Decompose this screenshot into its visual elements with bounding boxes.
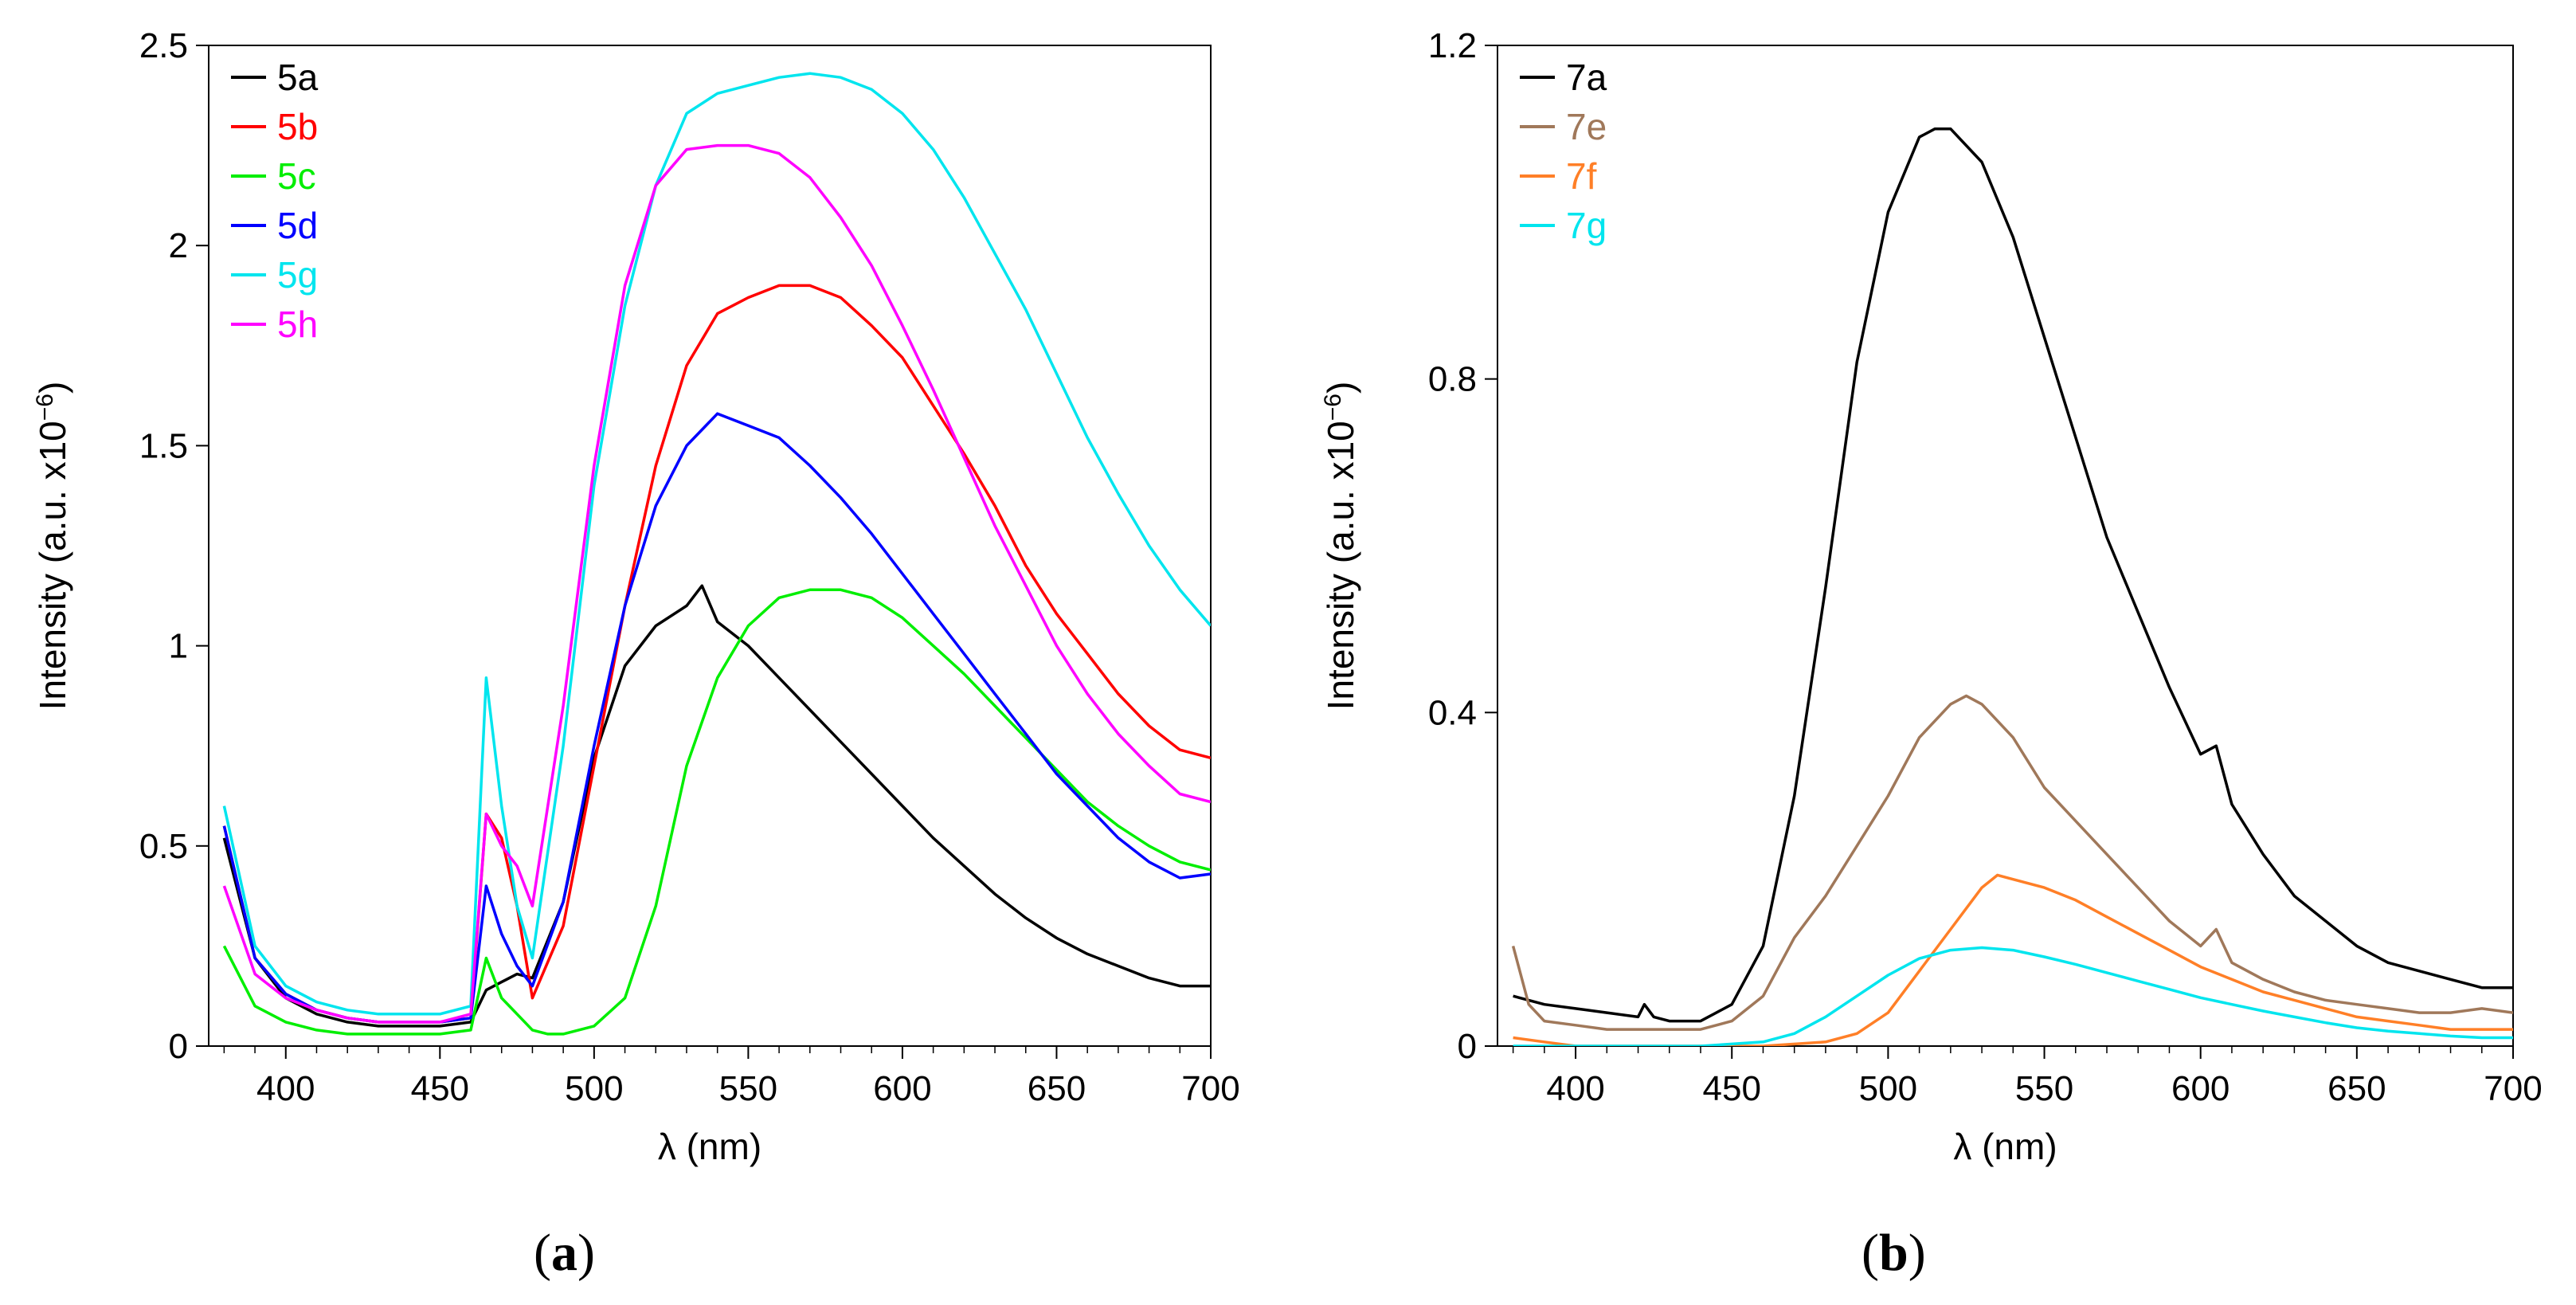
y-tick-label-b-3: 1.2 — [1428, 26, 1477, 65]
x-tick-label-b-600: 600 — [2171, 1069, 2230, 1108]
series-line-5h — [222, 143, 1211, 1024]
legend-label-5c: 5c — [277, 155, 316, 197]
x-tick-label-b-550: 550 — [2015, 1069, 2073, 1108]
y-axis-title-close-a: ) — [32, 382, 73, 394]
series-line-7f — [1513, 873, 2513, 1046]
legend-label-7e: 7e — [1566, 106, 1607, 147]
x-axis-title-b: λ (nm) — [1953, 1126, 2057, 1167]
y-tick-label-b-1: 0.4 — [1428, 693, 1477, 732]
legend-label-5h: 5h — [277, 304, 318, 345]
series-line-7g — [1513, 946, 2513, 1046]
series-line-5g — [222, 72, 1211, 1016]
legend-label-7f: 7f — [1566, 155, 1597, 197]
y-axis-title-a: Intensity (a.u. x10−6) — [32, 382, 73, 711]
x-tick-label-a-700: 700 — [1181, 1069, 1239, 1108]
y-tick-label-a-5: 2.5 — [139, 26, 188, 65]
x-tick-label-b-450: 450 — [1703, 1069, 1761, 1108]
chart-a-svg: 400 450 500 550 600 650 700 0 0.5 1 1.5 2 2.5 λ (nm) I… — [32, 26, 1240, 1167]
legend-label-5a: 5a — [277, 57, 319, 98]
series-line-5d — [222, 412, 1211, 1024]
chart-b-svg: 400 450 500 550 600 650 700 0 0.4 0.8 1.2 λ (nm) Int… — [1320, 26, 2543, 1167]
y-tick-label-a-3: 1.5 — [139, 426, 188, 465]
y-axis-title-close-b: ) — [1320, 382, 1361, 394]
legend-label-5g: 5g — [277, 254, 318, 296]
series-line-7e — [1511, 694, 2513, 1031]
x-tick-label-b-400: 400 — [1546, 1069, 1604, 1108]
x-axis-title-a: λ (nm) — [658, 1126, 761, 1167]
y-axis-title-b: Intensity (a.u. x10−6) — [1320, 382, 1361, 711]
chart-panel-b: 400 450 500 550 600 650 700 0 0.4 0.8 1.2 λ (nm) Int… — [1288, 0, 2576, 1305]
plot-frame-a — [208, 45, 1212, 1047]
y-axis-title-exp-a: −6 — [32, 394, 58, 421]
series-line-5a — [222, 584, 1211, 1028]
legend-label-7a: 7a — [1566, 57, 1607, 98]
x-tick-label-b-500: 500 — [1859, 1069, 1917, 1108]
plot-frame-b — [1497, 45, 2514, 1047]
legend-label-7g: 7g — [1566, 205, 1607, 246]
x-tick-label-a-600: 600 — [873, 1069, 931, 1108]
x-tick-label-a-400: 400 — [256, 1069, 315, 1108]
legend-label-5d: 5d — [277, 205, 318, 246]
x-tick-label-a-550: 550 — [719, 1069, 777, 1108]
y-axis-title-exp-b: −6 — [1320, 394, 1346, 421]
series-line-7a — [1513, 127, 2513, 1023]
series-line-5c — [222, 588, 1211, 1036]
y-axis-title-text-a: Intensity (a.u. x10 — [32, 421, 73, 710]
y-tick-label-b-0: 0 — [1458, 1027, 1477, 1066]
panel-label-a: (a) — [534, 1224, 595, 1282]
x-tick-label-b-650: 650 — [2327, 1069, 2386, 1108]
y-tick-label-a-4: 2 — [169, 226, 188, 265]
y-tick-label-a-1: 0.5 — [139, 827, 188, 866]
legend-label-5b: 5b — [277, 106, 318, 147]
y-axis-title-text-b: Intensity (a.u. x10 — [1320, 421, 1361, 710]
x-tick-label-a-500: 500 — [565, 1069, 623, 1108]
y-tick-label-a-0: 0 — [169, 1027, 188, 1066]
x-tick-label-b-700: 700 — [2484, 1069, 2542, 1108]
chart-panel-a: 400 450 500 550 600 650 700 0 0.5 1 1.5 2 2.5 λ (nm) I… — [32, 26, 1240, 1282]
y-tick-label-a-2: 1 — [169, 627, 188, 666]
x-tick-label-a-650: 650 — [1028, 1069, 1086, 1108]
panel-label-b: (b) — [1862, 1224, 1926, 1282]
x-tick-label-a-450: 450 — [411, 1069, 469, 1108]
y-tick-label-b-2: 0.8 — [1428, 360, 1477, 399]
